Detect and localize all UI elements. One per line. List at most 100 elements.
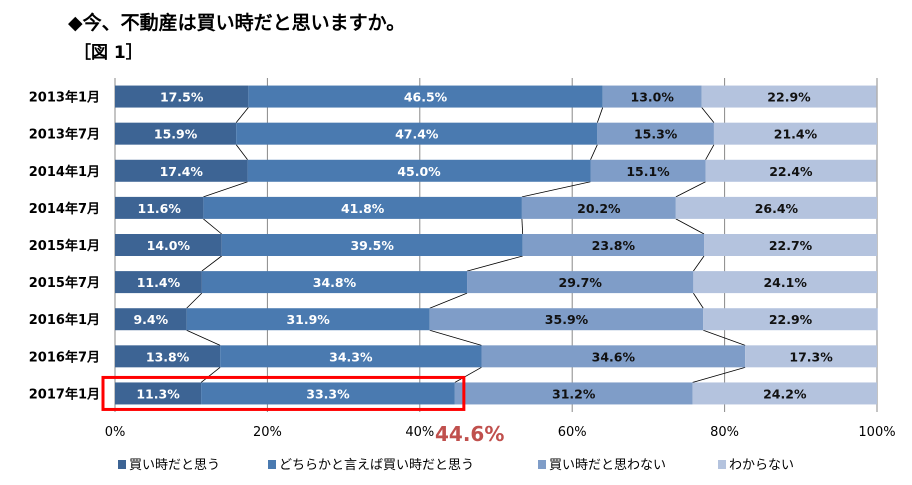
category-label: 2014年7月 [29, 201, 100, 217]
data-label: 15.1% [626, 164, 670, 179]
bar-segment [248, 85, 603, 108]
data-label: 47.4% [395, 127, 439, 142]
bar-segment [675, 196, 877, 219]
data-label: 14.0% [147, 238, 191, 253]
data-label: 31.2% [552, 386, 596, 401]
bar-segment [704, 234, 877, 256]
legend-swatch [268, 460, 276, 469]
series-connector-line [596, 107, 604, 123]
x-tick-label: 40% [405, 425, 434, 440]
bar-segment [701, 85, 877, 108]
category-label: 2014年1月 [29, 164, 100, 180]
bar-segment [115, 85, 249, 108]
bar-segment [522, 234, 705, 256]
bar-segment [429, 308, 704, 331]
series-connector-line [454, 366, 482, 383]
data-label: 13.0% [631, 90, 675, 105]
x-tick-label: 20% [253, 425, 282, 440]
bar-segment [521, 196, 676, 219]
series-connector-line [692, 366, 746, 383]
data-label: 41.8% [341, 201, 385, 216]
bar-segment [597, 122, 714, 145]
series-connector-line [521, 181, 591, 198]
data-label: 22.7% [769, 238, 813, 253]
bar-segment [247, 159, 591, 182]
bar-segment [221, 234, 523, 256]
series-connector-line [429, 292, 468, 309]
bar-segment [713, 122, 877, 145]
series-connector-line [675, 181, 706, 198]
x-tick-label: 80% [710, 425, 739, 440]
data-label: 23.8% [592, 238, 636, 253]
data-label: 29.7% [559, 275, 603, 290]
category-label: 2013年7月 [29, 127, 100, 143]
data-label: 45.0% [397, 164, 441, 179]
data-label: 46.5% [404, 90, 448, 105]
data-label: 22.4% [769, 164, 813, 179]
series-connector-line [203, 218, 222, 235]
category-label: 2017年1月 [29, 386, 100, 402]
series-connector-line [203, 181, 248, 198]
data-label: 34.8% [313, 275, 357, 290]
data-label: 9.4% [133, 312, 168, 327]
bar-segment [115, 382, 202, 405]
data-label: 11.4% [137, 275, 181, 290]
series-connector-line [675, 218, 705, 235]
data-label: 15.9% [154, 127, 198, 142]
bar-segment [115, 196, 204, 219]
legend-swatch [718, 460, 726, 469]
series-connector-line [590, 144, 598, 160]
series-connector-line [466, 255, 523, 272]
series-connector-line [429, 329, 482, 346]
bar-segment [115, 308, 187, 331]
bar-segment [115, 159, 248, 182]
bar-segment [220, 345, 482, 368]
bar-segment [602, 85, 702, 108]
data-label: 39.5% [350, 238, 394, 253]
data-label: 35.9% [545, 312, 589, 327]
bar-segment [236, 122, 598, 145]
bar-segment [703, 308, 878, 331]
legend-label: どちらかと言えば買い時だと思う [279, 458, 474, 473]
data-label: 22.9% [767, 90, 811, 105]
annotation-text: 44.6% [435, 422, 504, 446]
data-label: 15.3% [634, 127, 678, 142]
data-label: 13.8% [146, 349, 190, 364]
legend-swatch [118, 460, 126, 469]
data-label: 11.3% [136, 386, 180, 401]
series-connector-line [693, 292, 704, 309]
bar-segment [693, 271, 877, 294]
series-connector-line [200, 367, 221, 383]
bar-segment [590, 159, 706, 182]
data-label: 24.2% [763, 386, 807, 401]
data-label: 17.4% [160, 164, 204, 179]
bar-segment [481, 345, 746, 368]
category-label: 2015年1月 [29, 238, 100, 254]
series-connector-line [201, 255, 222, 272]
category-label: 2016年1月 [29, 312, 100, 328]
bar-segment [115, 234, 222, 256]
legend-label: わからない [729, 458, 794, 473]
series-connector-line [705, 144, 715, 160]
series-connector-line [186, 329, 221, 346]
category-label: 2015年7月 [29, 275, 100, 291]
series-connector-line [701, 107, 715, 123]
x-tick-label: 0% [105, 425, 126, 440]
data-label: 17.3% [789, 349, 833, 364]
series-connector-line [235, 107, 249, 123]
legend-label: 買い時だと思わない [549, 458, 666, 473]
data-label: 22.9% [769, 312, 813, 327]
bar-segment [692, 382, 877, 405]
series-connector-line [703, 329, 746, 346]
data-label: 20.2% [577, 201, 621, 216]
series-connector-line [693, 255, 705, 272]
data-label: 11.6% [138, 201, 182, 216]
x-tick-label: 100% [858, 425, 895, 440]
data-label: 31.9% [286, 312, 330, 327]
highlight-box [101, 375, 466, 411]
category-label: 2013年1月 [29, 90, 100, 106]
series-connector-line [186, 292, 203, 309]
data-label: 33.3% [306, 386, 350, 401]
